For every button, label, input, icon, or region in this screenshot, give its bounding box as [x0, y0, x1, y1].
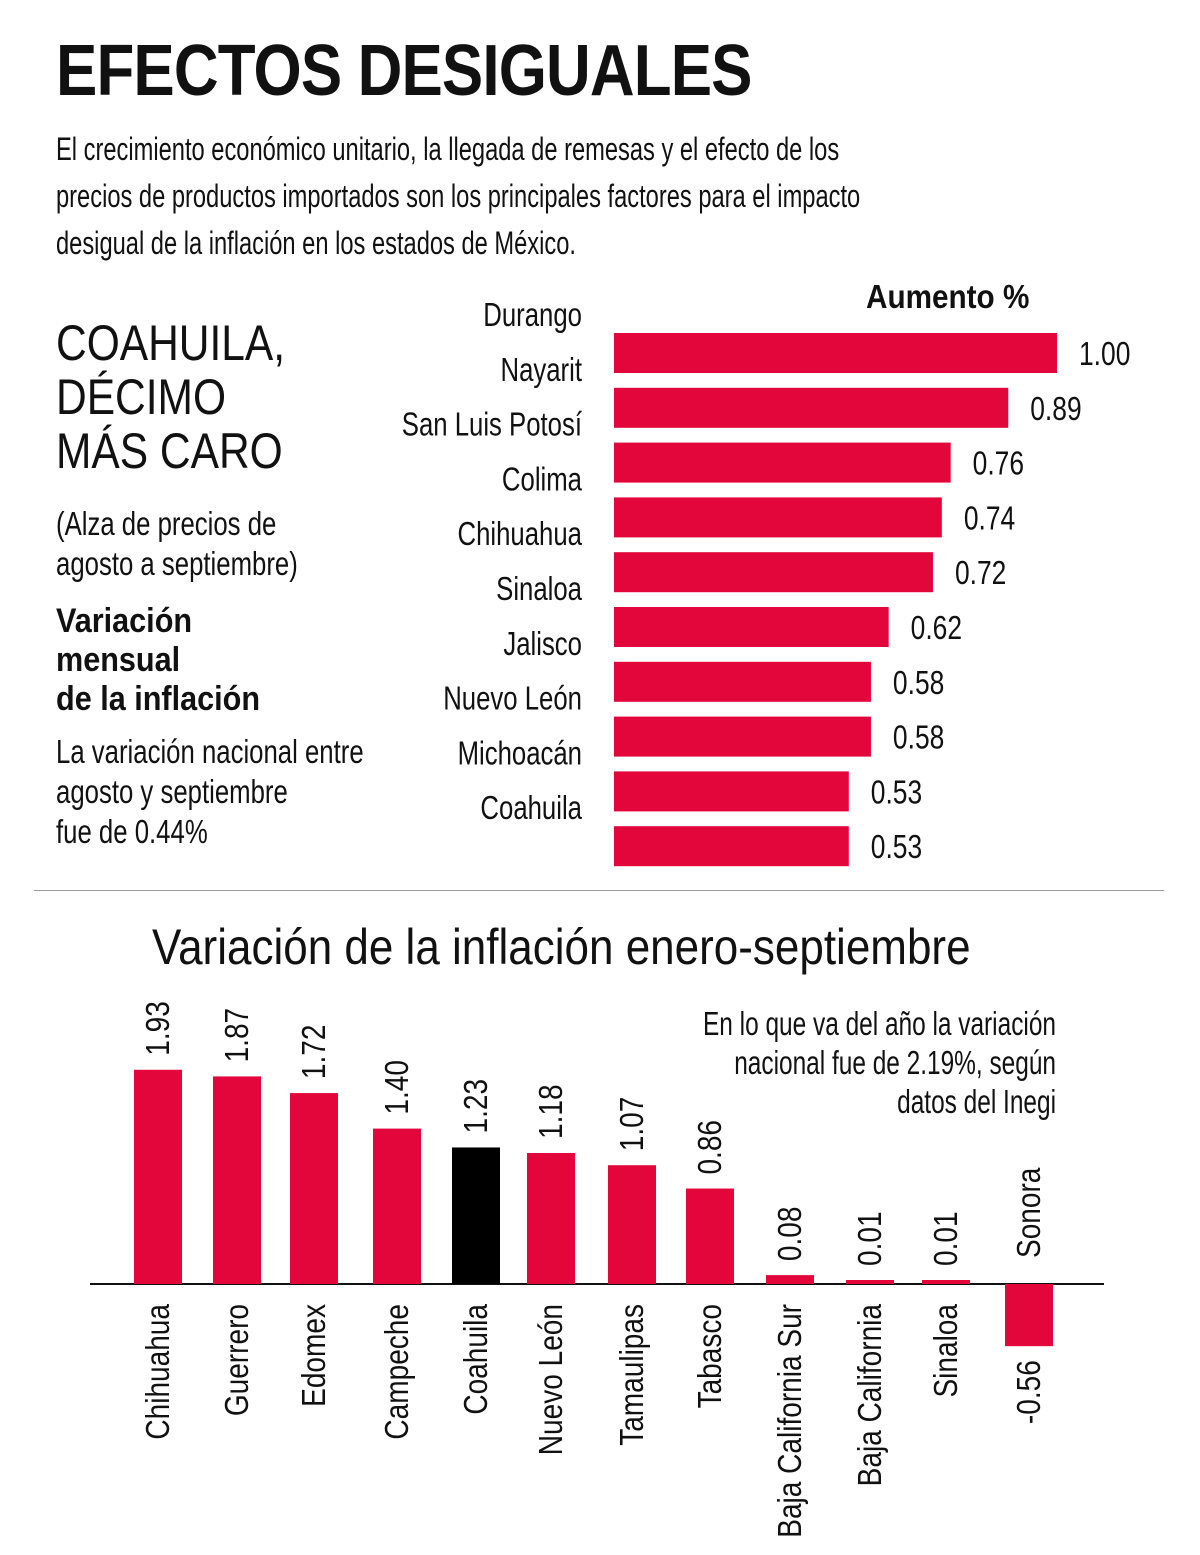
intro-line: El crecimiento económico unitario, la ll… — [56, 131, 840, 167]
value-label: 1.87 — [219, 1008, 256, 1063]
page-title: EFECTOS DESIGUALES — [56, 31, 752, 111]
chart-title: Aumento % — [866, 278, 1030, 315]
category-label: Nuevo León — [443, 681, 582, 718]
headline-line: DÉCIMO — [56, 369, 226, 425]
value-label: 0.53 — [871, 829, 922, 865]
bar — [614, 442, 951, 483]
national-note: La variación nacional entre agosto y sep… — [56, 732, 364, 852]
note-line: En lo que va del año la variación — [703, 1005, 1056, 1042]
value-label: 0.89 — [1030, 391, 1081, 427]
category-label: Coahuila — [480, 790, 582, 827]
category-label: Baja California Sur — [772, 1304, 809, 1538]
bar — [608, 1165, 656, 1284]
category-label: Sinaloa — [928, 1303, 965, 1397]
note-line: datos del Inegi — [897, 1083, 1056, 1120]
value-label: 0.76 — [973, 446, 1024, 482]
category-label: Coahuila — [458, 1303, 495, 1415]
value-label: 1.93 — [140, 1001, 177, 1056]
bar — [614, 826, 849, 867]
variation-title: Variación mensual de la inflación — [56, 602, 260, 719]
bar — [614, 552, 933, 593]
bar — [614, 771, 849, 812]
category-label: Tabasco — [692, 1304, 729, 1408]
bottom-chart-title: Variación de la inflación enero-septiemb… — [152, 919, 971, 975]
divider — [34, 890, 1164, 891]
value-label: 1.23 — [458, 1079, 495, 1134]
value-label: 0.74 — [964, 501, 1015, 537]
category-label: Colima — [502, 461, 583, 498]
value-label: 1.18 — [533, 1084, 570, 1139]
bar — [1005, 1284, 1053, 1347]
note-line: agosto y septiembre — [56, 773, 288, 810]
subtitle-line: agosto a septiembre) — [56, 545, 298, 582]
bar — [373, 1128, 421, 1284]
bar — [846, 1280, 894, 1284]
category-label: Baja California — [852, 1303, 889, 1486]
category-label: Sonora — [1011, 1167, 1048, 1258]
value-label: 0.62 — [911, 610, 962, 646]
value-label: 1.72 — [296, 1025, 333, 1080]
value-label: 1.07 — [614, 1097, 651, 1152]
value-label: 0.58 — [893, 720, 944, 756]
value-label: 0.58 — [893, 665, 944, 701]
bar — [766, 1275, 814, 1284]
bar — [614, 333, 1057, 373]
subtitle-line: (Alza de precios de — [56, 505, 277, 542]
value-label: -0.56 — [1011, 1360, 1048, 1424]
category-label: Jalisco — [503, 626, 582, 663]
intro-line: desigual de la inflación en los estados … — [56, 225, 576, 261]
bar — [452, 1147, 500, 1284]
value-label: 0.53 — [871, 775, 922, 811]
value-label: 1.40 — [379, 1060, 416, 1115]
value-label: 0.86 — [692, 1120, 729, 1175]
bar — [527, 1153, 575, 1284]
bar — [614, 387, 1009, 428]
bar — [614, 716, 871, 757]
side-subtitle: (Alza de precios de agosto a septiembre) — [56, 504, 298, 584]
note-line: nacional fue de 2.19%, según — [734, 1044, 1056, 1081]
bar — [614, 661, 871, 702]
variation-line: Variación — [56, 602, 193, 640]
note-line: fue de 0.44% — [56, 813, 208, 850]
category-label: Chihuahua — [140, 1303, 177, 1440]
category-label: Nuevo León — [533, 1304, 570, 1455]
bar — [213, 1076, 261, 1284]
bar — [686, 1188, 734, 1284]
intro-text: El crecimiento económico unitario, la ll… — [56, 126, 860, 267]
category-label: Durango — [483, 297, 582, 334]
note-line: La variación nacional entre — [56, 733, 364, 770]
category-label: Campeche — [379, 1304, 416, 1440]
bar — [290, 1093, 338, 1284]
variation-line: de la inflación — [56, 680, 261, 718]
variation-line: mensual — [56, 641, 181, 679]
category-label: Edomex — [296, 1304, 333, 1407]
category-label: Michoacán — [458, 735, 582, 772]
bar — [614, 607, 889, 647]
side-headline: COAHUILA, DÉCIMO MÁS CARO — [56, 316, 285, 478]
value-label: 0.72 — [955, 555, 1006, 591]
category-label: San Luis Potosí — [402, 407, 583, 444]
headline-line: MÁS CARO — [56, 423, 283, 479]
category-label: Tamaulipas — [614, 1304, 651, 1446]
category-label: Nayarit — [500, 352, 582, 389]
category-label: Guerrero — [219, 1304, 256, 1416]
value-label: 0.08 — [772, 1207, 809, 1262]
bar — [614, 497, 942, 538]
bar — [922, 1280, 970, 1284]
value-label: 1.00 — [1079, 336, 1130, 372]
intro-line: precios de productos importados son los … — [56, 178, 861, 214]
bottom-note: En lo que va del año la variación nacion… — [703, 1004, 1056, 1121]
category-label: Chihuahua — [458, 516, 583, 553]
value-label: 0.01 — [852, 1211, 889, 1266]
bar — [134, 1069, 182, 1284]
headline-line: COAHUILA, — [56, 315, 286, 371]
category-label: Sinaloa — [496, 571, 582, 608]
value-label: 0.01 — [928, 1211, 965, 1266]
